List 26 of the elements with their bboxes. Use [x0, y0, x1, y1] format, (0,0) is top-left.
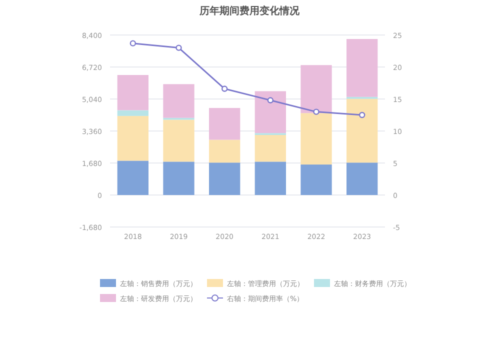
bar: [117, 75, 148, 110]
bar: [117, 116, 148, 161]
bar: [300, 65, 332, 114]
bar: [209, 108, 240, 140]
bar: [163, 162, 194, 195]
point: [267, 97, 274, 104]
bar: [254, 162, 286, 195]
point: [313, 108, 320, 115]
bar: [346, 162, 378, 195]
bar: [300, 113, 332, 165]
bar: [346, 98, 378, 163]
bar: [346, 39, 378, 97]
point: [130, 40, 136, 46]
point: [176, 44, 182, 51]
bar: [117, 110, 148, 116]
point: [221, 86, 228, 92]
bar: [300, 164, 332, 195]
bar: [254, 135, 286, 162]
bar: [163, 84, 194, 118]
bar: [254, 91, 286, 134]
bar: [209, 162, 240, 195]
bar: [163, 120, 194, 162]
bar: [117, 160, 148, 195]
chart-title: 历年期间费用变化情况: [198, 5, 300, 17]
point: [358, 112, 366, 118]
bar: [209, 140, 240, 163]
